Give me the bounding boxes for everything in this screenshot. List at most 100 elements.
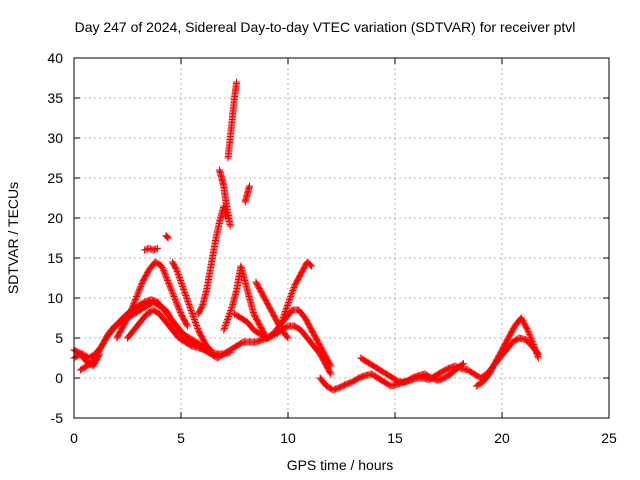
point-marker — [282, 305, 290, 312]
point-marker — [133, 291, 141, 299]
point-marker — [288, 290, 296, 297]
series-arc-o — [252, 278, 292, 342]
y-tick-label: -5 — [51, 410, 64, 426]
point-marker — [531, 344, 539, 351]
x-tick-label: 10 — [280, 430, 296, 446]
point-marker — [532, 347, 540, 354]
point-marker — [184, 298, 192, 305]
point-marker — [183, 296, 191, 304]
point-marker — [186, 304, 194, 311]
point-marker — [245, 182, 253, 190]
x-axis-label: GPS time / hours — [287, 457, 394, 473]
point-marker — [206, 345, 214, 353]
point-marker — [161, 271, 169, 279]
point-marker — [524, 327, 532, 335]
point-marker — [178, 281, 186, 289]
point-marker — [136, 285, 144, 293]
point-marker — [190, 316, 198, 323]
point-marker — [164, 278, 172, 286]
point-marker — [137, 281, 145, 289]
series-arc-i — [216, 166, 234, 230]
point-marker — [527, 333, 535, 341]
point-marker — [221, 323, 229, 331]
x-tick-label: 5 — [177, 430, 185, 446]
point-marker — [182, 293, 190, 301]
point-marker — [289, 287, 297, 294]
point-marker — [526, 332, 534, 340]
point-marker — [529, 339, 537, 347]
point-marker — [180, 286, 188, 293]
point-marker — [184, 299, 192, 307]
point-marker — [174, 271, 182, 278]
point-marker — [288, 288, 296, 296]
point-marker — [127, 307, 135, 315]
point-marker — [96, 350, 104, 358]
x-axis-ticks: 0 5 10 15 20 25 — [70, 58, 617, 446]
point-marker — [163, 275, 171, 283]
point-marker — [180, 287, 188, 295]
point-marker — [459, 360, 467, 368]
point-marker — [192, 320, 200, 328]
point-marker — [179, 284, 187, 292]
point-marker — [170, 293, 178, 301]
y-tick-label: 0 — [55, 370, 63, 386]
point-marker — [326, 369, 334, 377]
point-marker — [130, 300, 138, 308]
point-marker — [168, 287, 176, 295]
point-marker — [126, 309, 134, 317]
point-marker — [145, 244, 153, 252]
point-marker — [188, 308, 196, 316]
point-marker — [137, 282, 145, 290]
point-marker — [226, 308, 234, 316]
point-marker — [171, 294, 179, 302]
point-marker — [186, 302, 194, 310]
point-marker — [165, 279, 173, 287]
point-marker — [172, 297, 180, 305]
y-tick-label: 35 — [47, 90, 63, 106]
point-marker — [228, 304, 236, 311]
point-marker — [283, 303, 291, 311]
point-marker — [285, 297, 293, 305]
point-marker — [162, 274, 170, 282]
point-marker — [187, 307, 195, 314]
point-marker — [227, 305, 235, 313]
y-tick-label: 15 — [47, 250, 63, 266]
point-marker — [225, 313, 233, 320]
point-marker — [533, 351, 541, 359]
point-marker — [280, 312, 288, 320]
point-marker — [169, 290, 177, 298]
point-marker — [524, 326, 532, 334]
point-marker — [191, 319, 199, 326]
point-marker — [126, 310, 134, 318]
point-marker — [163, 232, 171, 240]
point-marker — [226, 348, 234, 356]
point-marker — [534, 353, 542, 360]
point-marker — [279, 315, 287, 323]
point-marker — [164, 234, 172, 242]
series-arc-q — [357, 354, 467, 386]
point-marker — [165, 281, 173, 289]
series-arc-c — [124, 306, 234, 358]
grid — [74, 58, 609, 418]
y-tick-label: 5 — [55, 330, 63, 346]
data-points — [70, 78, 542, 394]
point-marker — [327, 370, 335, 378]
point-marker — [173, 300, 181, 308]
series-arc-k — [241, 182, 253, 206]
point-marker — [134, 288, 142, 296]
point-marker — [458, 360, 466, 368]
point-marker — [188, 310, 196, 317]
series-arc-t — [70, 350, 104, 370]
point-marker — [175, 272, 183, 280]
point-marker — [174, 269, 182, 277]
point-marker — [153, 244, 161, 252]
point-marker — [158, 262, 166, 270]
series-arc-l — [220, 262, 271, 342]
point-marker — [233, 78, 241, 86]
point-marker — [173, 268, 181, 275]
point-marker — [175, 274, 183, 281]
point-marker — [306, 261, 314, 269]
point-marker — [220, 325, 228, 332]
point-marker — [178, 280, 186, 287]
